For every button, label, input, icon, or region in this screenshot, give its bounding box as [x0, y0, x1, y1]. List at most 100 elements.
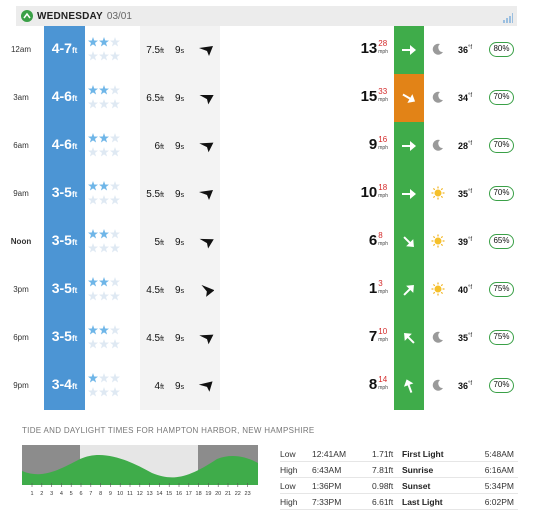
wind-gust-value: 3 [378, 279, 383, 288]
wind-speed-value: 6 [368, 232, 378, 249]
swell-arrow [198, 284, 215, 302]
temperature-unit: °f [468, 141, 473, 147]
rating-star-icon [99, 243, 109, 253]
forecast-row[interactable]: Noon 3-5ft 5ft 9s 6 8 mph 39°f 65% [0, 218, 533, 266]
swell-value: 6 [154, 141, 161, 152]
wind-gust-value: 33 [378, 87, 388, 96]
time-label: 9pm [13, 381, 29, 390]
rating-star-icon [110, 387, 120, 397]
swell-column [140, 26, 220, 410]
rating-stars [88, 34, 128, 62]
swell-period: 9s [175, 285, 189, 296]
tide-type: High [280, 465, 298, 475]
swell-arrow [198, 140, 214, 158]
rating-star-icon [99, 147, 109, 157]
rating-star-icon [88, 99, 98, 109]
daylight-label: First Light [402, 449, 444, 459]
tide-hour-label: 5 [70, 491, 73, 497]
rating-star-icon [110, 181, 120, 191]
moon-icon [432, 331, 443, 343]
wind-arrow [400, 330, 418, 351]
tide-hour-label: 2 [40, 491, 43, 497]
forecast-row[interactable]: 9am 3-5ft 5.5ft 9s 10 18 mph 35°f 70% [0, 170, 533, 218]
tide-type: High [280, 497, 298, 507]
day-label: WEDNESDAY [37, 10, 103, 22]
swell-direction-arrow-icon [199, 46, 213, 56]
temperature-value: 36 [458, 381, 469, 391]
swell-arrow [198, 236, 214, 254]
wind-speed: 15 33 mph [344, 88, 388, 106]
swell-height: 7.5ft [140, 45, 164, 56]
wind-arrow [400, 186, 418, 207]
tide-hour-label: 10 [117, 491, 123, 497]
tide-section-title: TIDE AND DAYLIGHT TIMES FOR HAMPTON HARB… [22, 426, 315, 435]
swell-unit: ft [160, 144, 164, 151]
rating-star-icon [88, 325, 98, 335]
rating-star-icon [99, 37, 109, 47]
wind-unit: mph [378, 97, 388, 103]
surf-height: 3-4ft [44, 376, 85, 392]
swell-height: 6ft [140, 141, 164, 152]
period-unit: s [180, 288, 185, 295]
wind-speed-value: 1 [368, 280, 378, 297]
wind-speed: 1 3 mph [344, 280, 388, 298]
forecast-row[interactable]: 6am 4-6ft 6ft 9s 9 16 mph 28°f 70% [0, 122, 533, 170]
tide-hour-label: 14 [156, 491, 162, 497]
rating-star-icon [88, 195, 98, 205]
rating-stars [88, 322, 128, 350]
wind-unit: mph [378, 337, 388, 343]
surf-height: 3-5ft [44, 184, 85, 200]
rating-star-icon [99, 133, 109, 143]
forecast-row[interactable]: 3pm 3-5ft 4.5ft 9s 1 3 mph 40°f 75% [0, 266, 533, 314]
rating-star-icon [88, 243, 98, 253]
wind-gust-value: 16 [378, 135, 388, 144]
temperature-unit: °f [468, 285, 473, 291]
rating-star-icon [88, 51, 98, 61]
rating-star-icon [88, 339, 98, 349]
forecast-row[interactable]: 6pm 3-5ft 4.5ft 9s 7 10 mph 35°f 75% [0, 314, 533, 362]
signal-bars-icon[interactable] [503, 10, 513, 28]
swell-period: 9s [175, 237, 189, 248]
tide-curve [22, 454, 258, 485]
temperature-value: 35 [458, 189, 469, 199]
wind-speed: 13 28 mph [344, 40, 388, 58]
tide-type: Low [280, 481, 296, 491]
rating-star-icon [110, 99, 120, 109]
rating-star-icon [110, 373, 120, 383]
humidity-badge: 70% [489, 138, 514, 153]
swell-value: 4.5 [146, 285, 161, 296]
daylight-time: 6:16AM [484, 465, 514, 475]
temperature: 36°f [458, 381, 480, 391]
wind-gust-value: 28 [378, 39, 388, 48]
wind-gust-value: 10 [378, 327, 388, 336]
sun-icon [431, 186, 445, 200]
surf-unit: ft [71, 46, 78, 55]
forecast-row[interactable]: 9pm 3-4ft 4ft 9s 8 14 mph 36°f 70% [0, 362, 533, 410]
forecast-row[interactable]: 3am 4-6ft 6.5ft 9s 15 33 mph 34°f 70% [0, 74, 533, 122]
time-label: 6pm [13, 333, 29, 342]
sun-icon [431, 282, 445, 296]
swell-arrow [198, 188, 214, 206]
weather-icon [431, 330, 445, 349]
surf-range: 4-6 [51, 88, 72, 104]
period-unit: s [180, 336, 185, 343]
tide-chart[interactable]: 1 2 3 4 5 6 7 8 9 10 11 12 13 14 15 16 17 18 19 20 21 22 23 [22, 445, 258, 497]
surf-range: 3-5 [51, 280, 72, 296]
swell-arrow [198, 380, 214, 398]
tide-hour-label: 8 [99, 491, 102, 497]
weather-icon [431, 42, 445, 61]
forecast-row[interactable]: 12am 4-7ft 7.5ft 9s 13 28 mph 36°f 80% [0, 26, 533, 74]
period-value: 9 [175, 285, 181, 296]
tide-time: 6:43AM [312, 465, 342, 475]
rating-star-icon [99, 387, 109, 397]
weather-icon [431, 234, 445, 253]
rating-star-icon [99, 85, 109, 95]
swell-direction-arrow-icon [199, 142, 214, 153]
wind-unit: mph [378, 145, 388, 151]
wind-speed: 6 8 mph [344, 232, 388, 250]
tide-hour-label: 1 [30, 491, 33, 497]
swell-value: 4.5 [146, 333, 161, 344]
tide-table: Low 12:41AM 1.71ft First Light 5:48AM High 6:4… [280, 446, 518, 510]
swell-value: 7.5 [146, 45, 161, 56]
wind-arrow [400, 138, 418, 159]
